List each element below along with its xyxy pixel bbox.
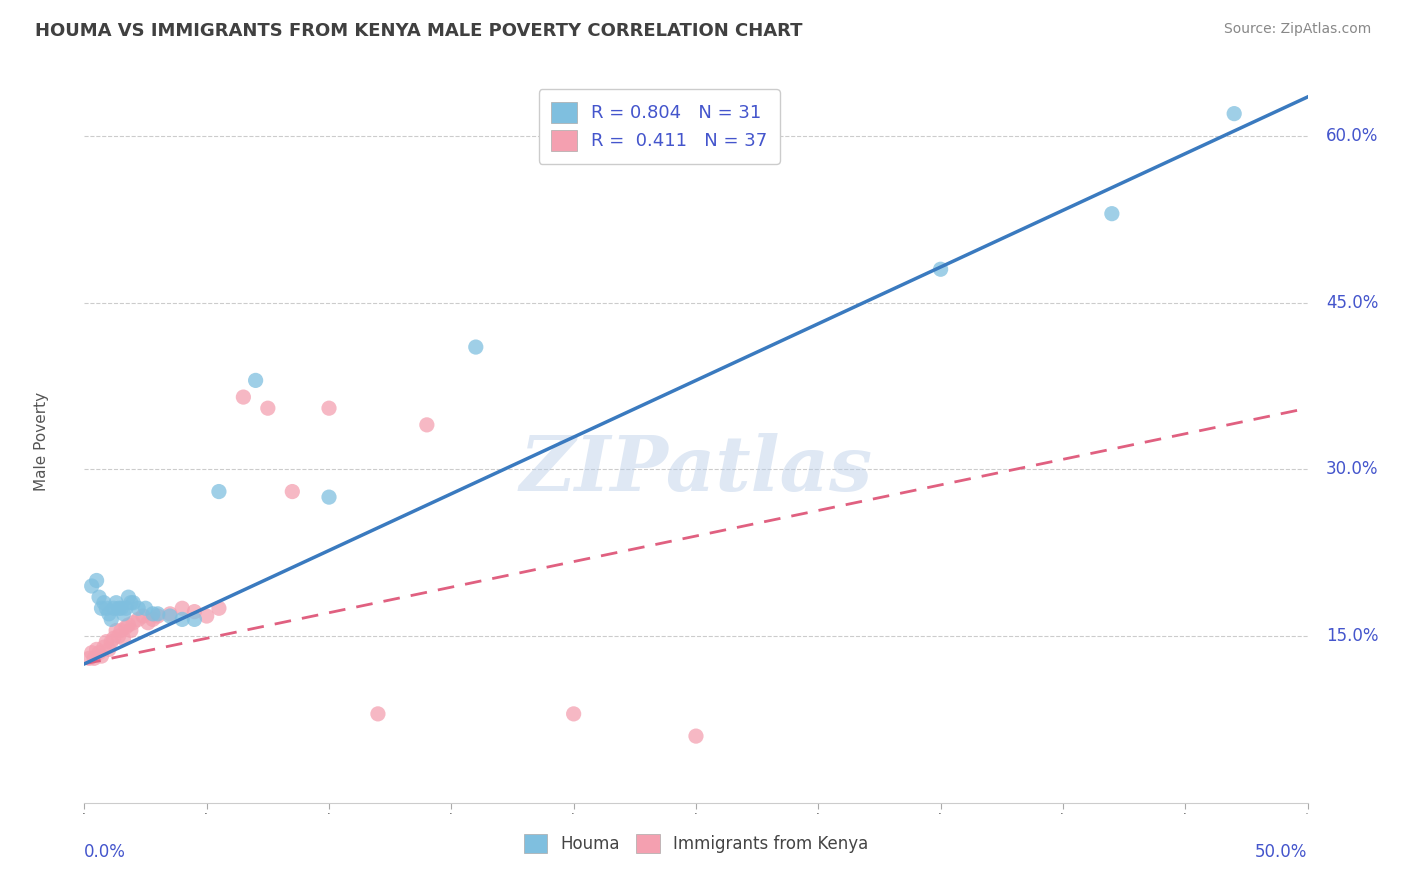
Point — [86, 642, 108, 657]
Point — [159, 609, 181, 624]
Text: 30.0%: 30.0% — [1326, 460, 1378, 478]
Text: Source: ZipAtlas.com: Source: ZipAtlas.com — [1223, 22, 1371, 37]
Point — [318, 490, 340, 504]
Point — [105, 596, 128, 610]
Point — [110, 624, 132, 638]
Point — [122, 596, 145, 610]
Point — [112, 607, 135, 621]
Point — [117, 590, 139, 604]
Point — [86, 574, 108, 588]
Point — [208, 601, 231, 615]
Point — [120, 624, 142, 638]
Text: 50.0%: 50.0% — [1256, 843, 1308, 861]
Point — [87, 590, 110, 604]
Point — [135, 601, 157, 615]
Point — [120, 596, 142, 610]
Point — [318, 401, 340, 416]
Point — [195, 609, 218, 624]
Point — [208, 484, 231, 499]
Point — [367, 706, 389, 721]
Point — [245, 373, 267, 387]
Legend: Houma, Immigrants from Kenya: Houma, Immigrants from Kenya — [517, 827, 875, 860]
Point — [100, 634, 122, 648]
Point — [87, 646, 110, 660]
Point — [257, 401, 280, 416]
Point — [1223, 106, 1246, 120]
Point — [136, 615, 159, 630]
Point — [117, 618, 139, 632]
Text: 60.0%: 60.0% — [1326, 127, 1378, 145]
Point — [83, 651, 105, 665]
Point — [146, 609, 169, 624]
Point — [80, 579, 103, 593]
Text: Male Poverty: Male Poverty — [34, 392, 49, 491]
Point — [90, 649, 112, 664]
Point — [172, 612, 194, 626]
Point — [103, 601, 125, 615]
Point — [183, 612, 205, 626]
Point — [96, 601, 118, 615]
Text: 0.0%: 0.0% — [84, 843, 127, 861]
Point — [103, 632, 125, 646]
Point — [80, 646, 103, 660]
Point — [142, 607, 165, 621]
Point — [127, 601, 149, 615]
Point — [77, 651, 100, 665]
Point — [172, 601, 194, 615]
Point — [232, 390, 254, 404]
Text: 45.0%: 45.0% — [1326, 293, 1378, 311]
Point — [97, 642, 120, 657]
Point — [183, 605, 205, 619]
Point — [1101, 207, 1123, 221]
Point — [110, 601, 132, 615]
Point — [281, 484, 304, 499]
Point — [685, 729, 707, 743]
Point — [105, 624, 128, 638]
Point — [562, 706, 585, 721]
Text: 15.0%: 15.0% — [1326, 627, 1378, 645]
Point — [122, 615, 145, 630]
Point — [464, 340, 486, 354]
Point — [159, 607, 181, 621]
Point — [93, 596, 115, 610]
Point — [112, 632, 135, 646]
Point — [929, 262, 952, 277]
Point — [100, 612, 122, 626]
Point — [97, 607, 120, 621]
Point — [107, 601, 129, 615]
Point — [96, 634, 118, 648]
Point — [115, 620, 138, 634]
Text: HOUMA VS IMMIGRANTS FROM KENYA MALE POVERTY CORRELATION CHART: HOUMA VS IMMIGRANTS FROM KENYA MALE POVE… — [35, 22, 803, 40]
Point — [127, 612, 149, 626]
Point — [93, 640, 115, 655]
Point — [107, 629, 129, 643]
Point — [90, 601, 112, 615]
Point — [142, 612, 165, 626]
Point — [146, 607, 169, 621]
Point — [132, 609, 155, 624]
Point — [416, 417, 439, 432]
Text: ZIPatlas: ZIPatlas — [519, 434, 873, 508]
Point — [115, 601, 138, 615]
